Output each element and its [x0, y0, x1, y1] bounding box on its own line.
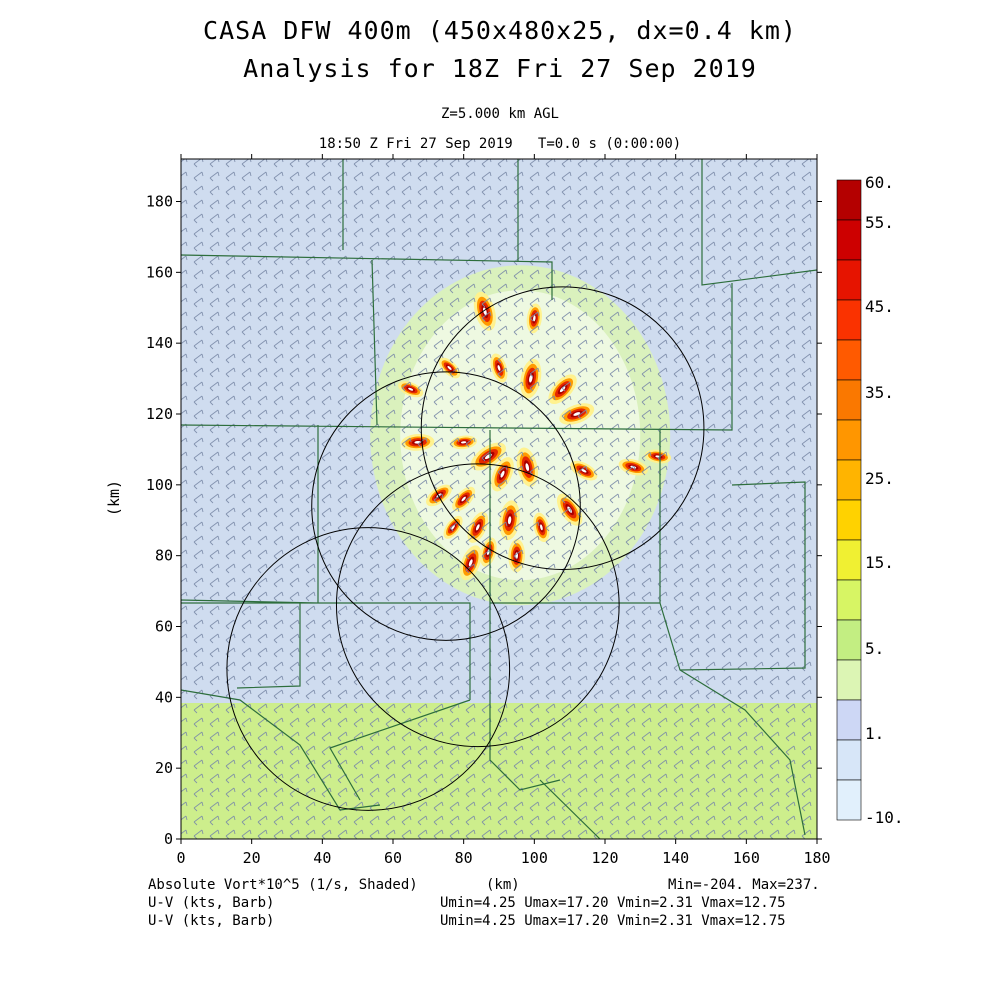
- chart-subtitle: Analysis for 18Z Fri 27 Sep 2019: [243, 54, 757, 83]
- range-ring: [420, 286, 705, 570]
- colorbar-segment: [836, 259, 862, 301]
- level-label: Z=5.000 km AGL: [440, 106, 559, 122]
- colorbar-segment: [836, 419, 862, 461]
- y-tick-label: 80: [155, 547, 173, 565]
- y-tick-label: 60: [155, 618, 173, 636]
- chart-title: CASA DFW 400m (450x480x25, dx=0.4 km): [203, 16, 797, 45]
- plot-area: [181, 159, 817, 839]
- y-tick-label: 120: [146, 405, 173, 423]
- barb-stats-1: Umin=4.25 Umax=17.20 Vmin=2.31 Vmax=12.7…: [440, 895, 786, 911]
- colorbar-segment: [836, 179, 862, 221]
- y-axis-label: (km): [105, 480, 123, 516]
- y-tick-label: 40: [155, 688, 173, 706]
- barb-label-1: U-V (kts, Barb): [148, 895, 275, 911]
- x-tick-label: 0: [176, 849, 185, 867]
- range-ring: [226, 527, 511, 811]
- colorbar-label: 1.: [865, 724, 884, 743]
- colorbar: 60. 55. 45. 35. 25. 15. 5. 1. -10.: [836, 173, 904, 827]
- colorbar-segment: [836, 339, 862, 381]
- colorbar-label: 35.: [865, 383, 894, 402]
- x-tick-label: 120: [591, 849, 618, 867]
- min-max-readout: Min=-204. Max=237.: [668, 877, 820, 893]
- colorbar-label: 25.: [865, 469, 894, 488]
- colorbar-segment: [836, 379, 862, 421]
- colorbar-label: 45.: [865, 297, 894, 316]
- colorbar-segment: [836, 579, 862, 621]
- y-tick-label: 140: [146, 334, 173, 352]
- county-boundaries: [181, 159, 817, 839]
- y-axis: 0 20 40 60 80 100 120 140 160 180: [146, 193, 822, 848]
- x-tick-label: 40: [313, 849, 331, 867]
- colorbar-label: -10.: [865, 808, 904, 827]
- colorbar-segment: [836, 539, 862, 581]
- field-label: Absolute Vort*10^5 (1/s, Shaded): [148, 877, 418, 893]
- x-axis-label: (km): [486, 877, 520, 893]
- y-tick-label: 0: [164, 830, 173, 848]
- x-tick-label: 160: [733, 849, 760, 867]
- barb-stats-2: Umin=4.25 Umax=17.20 Vmin=2.31 Vmax=12.7…: [440, 913, 786, 929]
- valid-time-label: 18:50 Z Fri 27 Sep 2019 T=0.0 s (0:00:00…: [318, 136, 682, 152]
- y-tick-label: 180: [146, 193, 173, 211]
- x-tick-label: 60: [384, 849, 402, 867]
- colorbar-segment: [836, 779, 862, 821]
- barb-label-2: U-V (kts, Barb): [148, 913, 275, 929]
- colorbar-label: 60.: [865, 173, 894, 192]
- colorbar-segment: [836, 619, 862, 661]
- y-tick-label: 100: [146, 476, 173, 494]
- plot-frame: [180, 158, 818, 840]
- colorbar-segment: [836, 299, 862, 341]
- colorbar-segment: [836, 659, 862, 701]
- x-tick-label: 100: [521, 849, 548, 867]
- x-tick-label: 20: [243, 849, 261, 867]
- x-tick-label: 180: [803, 849, 830, 867]
- colorbar-label: 5.: [865, 639, 884, 658]
- wind-barbs: [181, 159, 817, 839]
- radar-range-rings: [226, 286, 705, 811]
- colorbar-segment: [836, 699, 862, 741]
- x-tick-label: 140: [662, 849, 689, 867]
- range-ring: [335, 463, 620, 748]
- colorbar-segment: [836, 459, 862, 501]
- colorbar-label: 15.: [865, 553, 894, 572]
- x-axis: 0 20 40 60 80 100 120 140 160 180: [176, 154, 831, 867]
- y-tick-label: 160: [146, 263, 173, 281]
- y-tick-label: 20: [155, 759, 173, 777]
- colorbar-label: 55.: [865, 213, 894, 232]
- colorbar-segment: [836, 739, 862, 781]
- colorbar-segment: [836, 219, 862, 261]
- colorbar-segment: [836, 499, 862, 541]
- x-tick-label: 80: [455, 849, 473, 867]
- range-ring: [311, 371, 581, 641]
